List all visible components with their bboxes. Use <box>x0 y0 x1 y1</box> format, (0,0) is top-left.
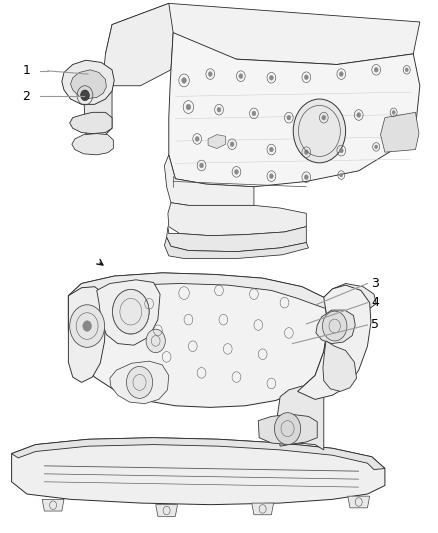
Text: 1: 1 <box>22 64 30 77</box>
Circle shape <box>339 148 343 153</box>
Polygon shape <box>110 361 169 403</box>
Circle shape <box>405 68 408 72</box>
Polygon shape <box>103 3 173 86</box>
Polygon shape <box>106 3 420 64</box>
Circle shape <box>239 74 243 78</box>
Circle shape <box>304 150 308 155</box>
Circle shape <box>304 175 308 180</box>
Circle shape <box>287 115 291 120</box>
Circle shape <box>322 311 347 341</box>
Circle shape <box>182 78 187 83</box>
Polygon shape <box>155 505 177 516</box>
Polygon shape <box>258 414 317 445</box>
Circle shape <box>322 115 326 120</box>
Polygon shape <box>70 112 112 134</box>
Circle shape <box>208 71 212 76</box>
Circle shape <box>113 289 149 334</box>
Circle shape <box>83 321 92 332</box>
Circle shape <box>392 110 395 114</box>
Polygon shape <box>71 70 106 99</box>
Polygon shape <box>12 438 385 470</box>
Circle shape <box>374 67 378 72</box>
Circle shape <box>127 367 152 398</box>
Polygon shape <box>277 386 324 450</box>
Circle shape <box>217 107 221 112</box>
Polygon shape <box>42 499 64 511</box>
Polygon shape <box>12 438 385 505</box>
Circle shape <box>269 75 273 80</box>
Circle shape <box>70 305 105 348</box>
Polygon shape <box>164 155 254 205</box>
Circle shape <box>340 173 343 177</box>
Polygon shape <box>97 280 160 345</box>
Polygon shape <box>381 112 419 152</box>
Circle shape <box>146 329 165 353</box>
Circle shape <box>81 90 89 101</box>
Circle shape <box>304 75 308 79</box>
Polygon shape <box>316 310 355 344</box>
Text: 5: 5 <box>371 319 379 332</box>
Text: 2: 2 <box>22 90 30 103</box>
Polygon shape <box>84 75 112 139</box>
Circle shape <box>293 99 346 163</box>
Circle shape <box>374 145 378 149</box>
Polygon shape <box>323 341 357 391</box>
Polygon shape <box>208 135 226 149</box>
Circle shape <box>200 163 204 168</box>
Circle shape <box>269 174 273 179</box>
Circle shape <box>252 111 256 116</box>
Polygon shape <box>348 496 370 508</box>
Polygon shape <box>166 227 306 252</box>
Polygon shape <box>297 285 371 399</box>
Polygon shape <box>168 203 306 236</box>
Polygon shape <box>169 33 420 187</box>
Circle shape <box>195 136 199 141</box>
Polygon shape <box>252 503 274 515</box>
Circle shape <box>275 413 300 445</box>
Text: 4: 4 <box>371 296 379 309</box>
Circle shape <box>230 142 234 147</box>
Polygon shape <box>68 287 106 382</box>
Circle shape <box>357 112 360 117</box>
Polygon shape <box>68 273 328 407</box>
Circle shape <box>186 104 191 110</box>
Circle shape <box>269 147 273 152</box>
Circle shape <box>339 71 343 76</box>
Text: 3: 3 <box>371 277 379 290</box>
Polygon shape <box>164 237 308 259</box>
Polygon shape <box>62 60 114 104</box>
Polygon shape <box>72 134 113 155</box>
Polygon shape <box>68 273 376 312</box>
Circle shape <box>234 169 238 174</box>
